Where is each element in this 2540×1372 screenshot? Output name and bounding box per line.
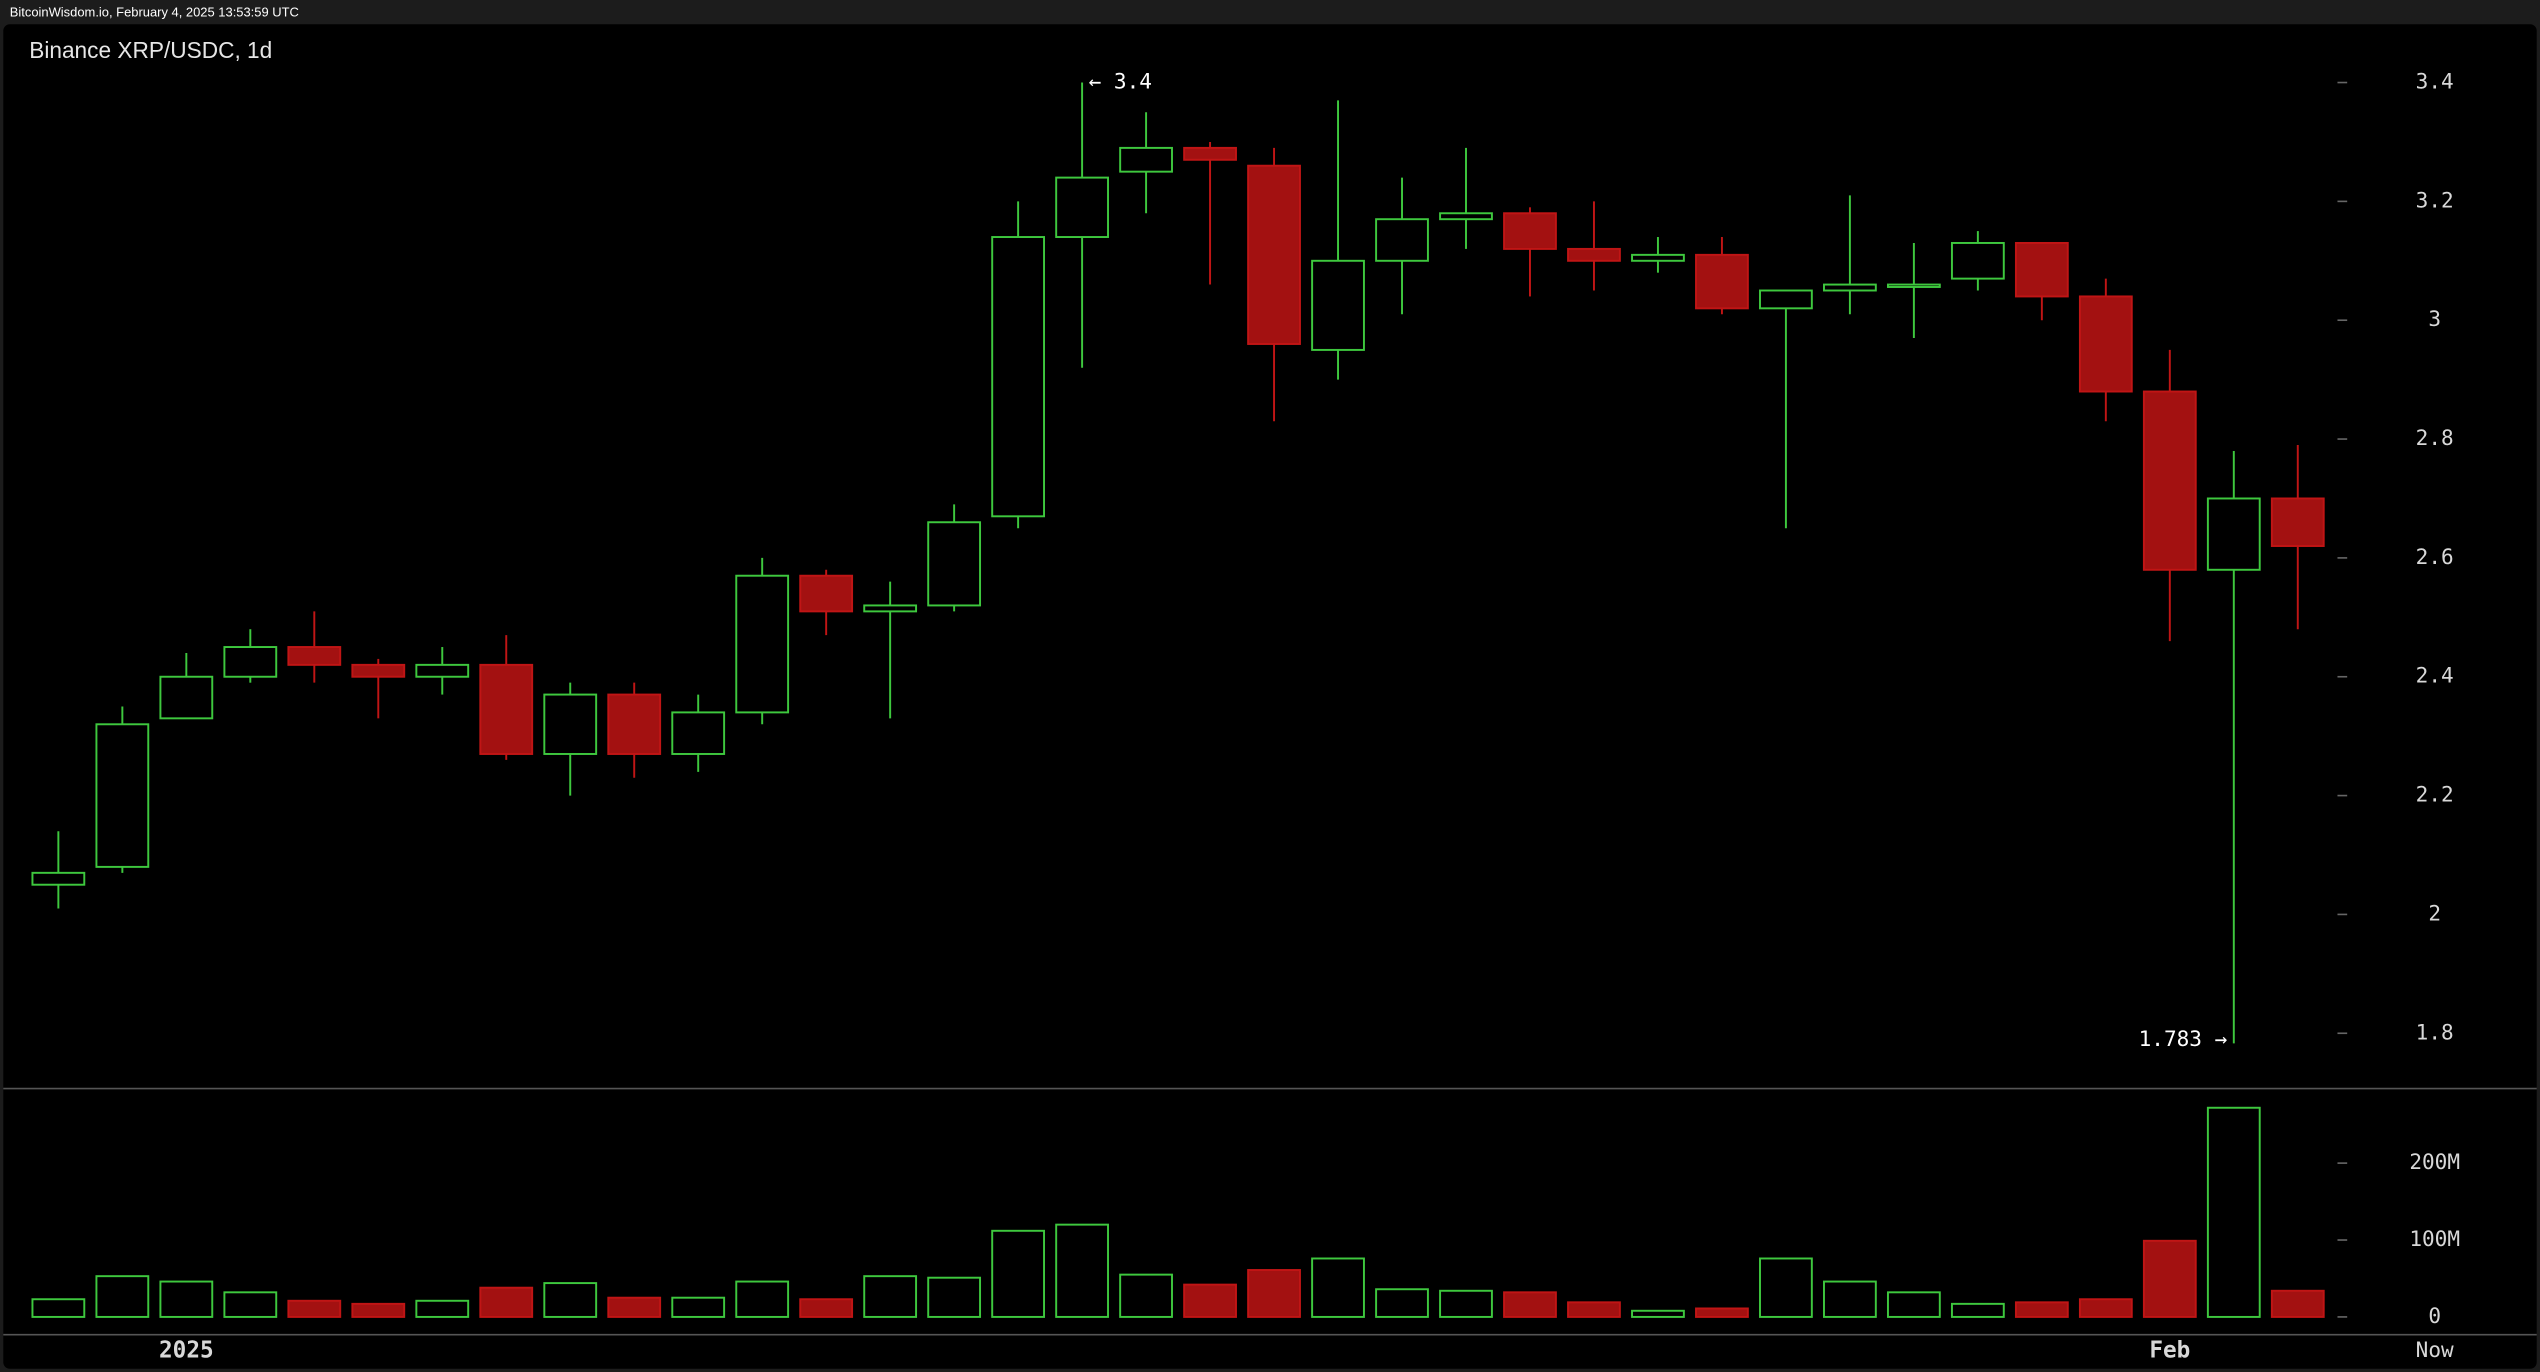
candle-body (2206, 497, 2261, 571)
candle-body (351, 663, 406, 678)
now-label: Now (2416, 1337, 2454, 1362)
y2-tick-label: 100M (2409, 1226, 2460, 1251)
y2-tick-label: 200M (2409, 1149, 2460, 1174)
volume-bar (671, 1296, 726, 1318)
volume-bar (351, 1302, 406, 1318)
volume-bar (415, 1299, 470, 1318)
y2-tick-label: 0 (2428, 1303, 2441, 1328)
candle-body (1567, 247, 1621, 262)
volume-bar (159, 1280, 214, 1318)
volume-bar (1950, 1302, 2005, 1318)
volume-bar (1567, 1301, 1621, 1318)
volume-bar (863, 1275, 918, 1318)
volume-bar (1886, 1291, 1941, 1318)
candle-body (799, 574, 854, 613)
volume-bar (1183, 1283, 1237, 1318)
candle-body (31, 871, 86, 886)
candle-body (287, 646, 342, 666)
candle-body (543, 693, 598, 755)
candle-body (1503, 212, 1557, 250)
candle-body (1695, 253, 1749, 310)
volume-bar (287, 1299, 342, 1318)
volume-bar (1055, 1223, 1109, 1318)
volume-bar (735, 1280, 790, 1318)
candle-body (735, 574, 790, 714)
candle-body (1950, 241, 2005, 280)
volume-bar (223, 1291, 278, 1318)
volume-bar (1759, 1257, 1813, 1318)
candle-body (223, 646, 278, 678)
candle-body (1247, 164, 1301, 345)
x-tick-label: Feb (2149, 1337, 2190, 1363)
volume-bar (2142, 1239, 2197, 1318)
volume-bar (2014, 1301, 2069, 1318)
volume-bar (2270, 1289, 2325, 1318)
candle-body (1823, 283, 1877, 292)
volume-bar (2078, 1298, 2133, 1318)
candle-body (1055, 176, 1109, 238)
volume-bar (1823, 1280, 1877, 1318)
y-tick-label: 2.2 (2416, 782, 2454, 807)
candle-body (1311, 259, 1365, 351)
candle-body (1183, 146, 1237, 161)
candle-body (927, 521, 982, 607)
volume-bar (927, 1276, 982, 1318)
chart-area (3, 24, 2537, 1369)
volume-bar (1247, 1269, 1301, 1318)
candle-body (479, 663, 534, 755)
volume-bar (31, 1298, 86, 1318)
candle-body (671, 711, 726, 755)
volume-bar (479, 1286, 534, 1318)
candle-body (2142, 390, 2197, 571)
candle-body (2270, 497, 2325, 547)
candle-body (95, 723, 150, 868)
candle-body (2078, 295, 2133, 393)
candle-body (991, 236, 1046, 518)
min-annotation: 1.783 → (2139, 1026, 2228, 1051)
y-tick-label: 2.4 (2416, 663, 2454, 688)
volume-bar (543, 1282, 598, 1318)
volume-bar (2206, 1106, 2261, 1318)
candle-body (1759, 289, 1813, 310)
source-label: BitcoinWisdom.io, February 4, 2025 13:53… (10, 4, 299, 19)
chart-title: Binance XRP/USDC, 1d (29, 37, 272, 63)
candle-body (1439, 212, 1493, 221)
candle-body (1375, 218, 1429, 262)
y-tick-label: 3.4 (2416, 69, 2454, 94)
volume-bar (799, 1298, 854, 1318)
volume-bar (1311, 1257, 1365, 1318)
y-tick-label: 2.8 (2416, 425, 2454, 450)
volume-bar (1375, 1288, 1429, 1318)
volume-bar (1439, 1289, 1493, 1318)
candle-body (863, 604, 918, 613)
candle-body (1631, 253, 1685, 262)
candle-body (415, 663, 470, 678)
candle-body (2014, 241, 2069, 298)
candle-body (159, 675, 214, 720)
candle-body (1886, 283, 1941, 288)
y-tick-label: 1.8 (2416, 1019, 2454, 1044)
volume-bar (1695, 1307, 1749, 1318)
volume-bar (991, 1229, 1046, 1318)
y-tick-label: 2 (2428, 900, 2441, 925)
x-tick-label: 2025 (159, 1337, 214, 1363)
volume-bar (95, 1275, 150, 1318)
volume-bar (1119, 1273, 1173, 1318)
volume-bar (1503, 1291, 1557, 1318)
y-tick-label: 3 (2428, 306, 2441, 331)
y-tick-label: 3.2 (2416, 187, 2454, 212)
volume-bar (607, 1296, 662, 1318)
y-tick-label: 2.6 (2416, 544, 2454, 569)
max-annotation: ← 3.4 (1089, 69, 1152, 94)
candle-body (1119, 146, 1173, 173)
volume-bar (1631, 1309, 1685, 1318)
candle-body (607, 693, 662, 755)
